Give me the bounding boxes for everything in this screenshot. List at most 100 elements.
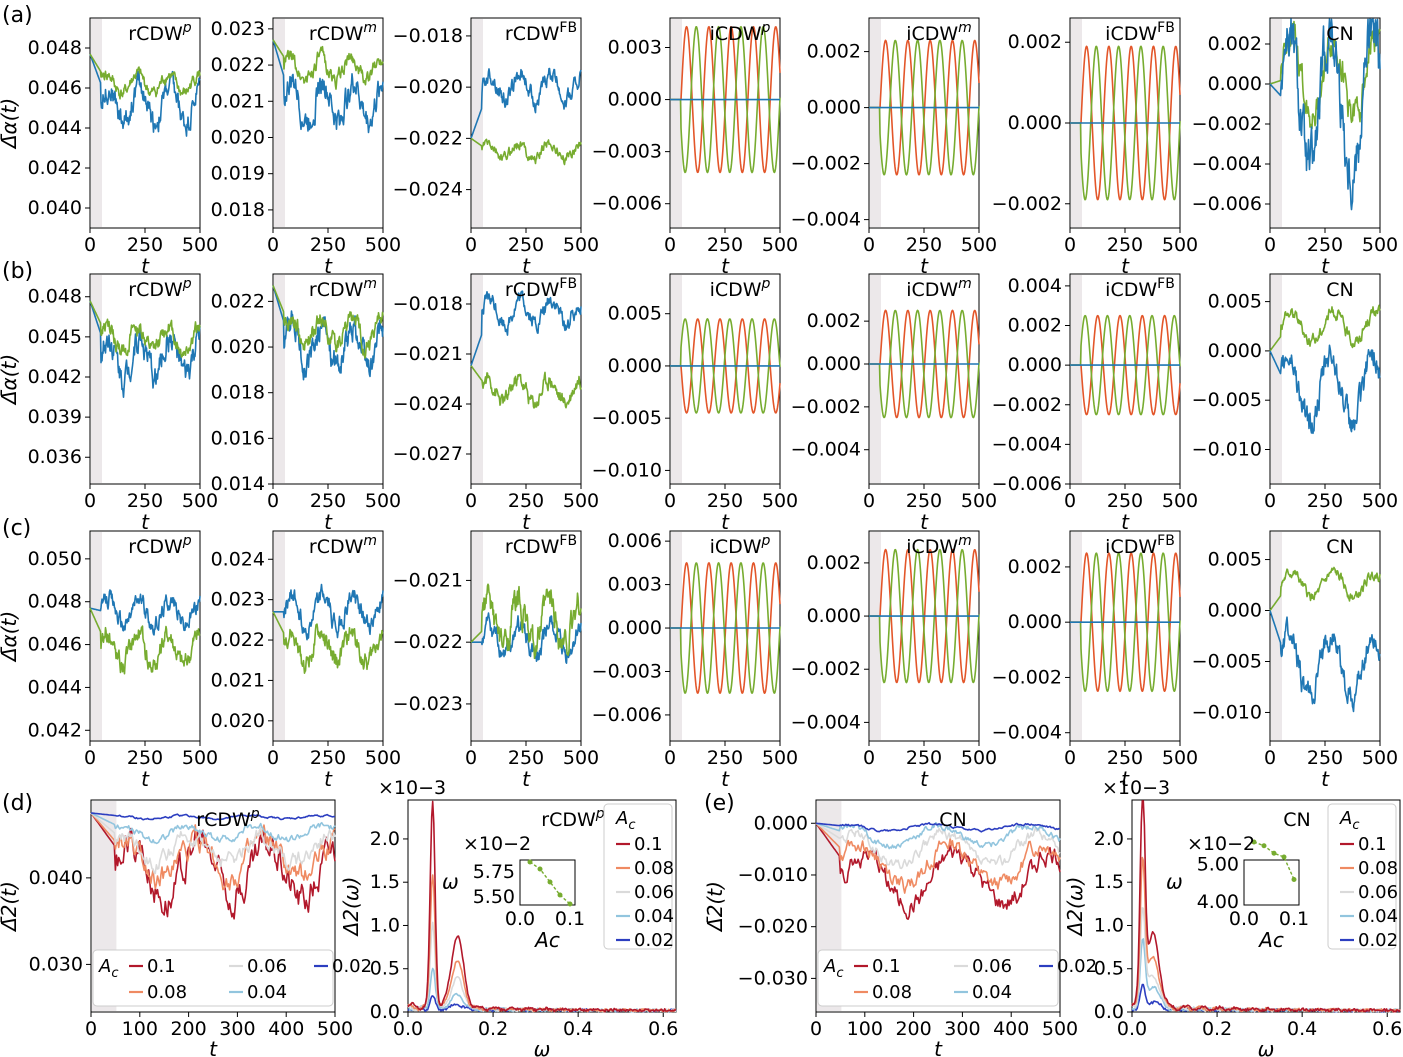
x-tick-label: 0.0 [393,1018,423,1040]
series-line-green [868,309,980,419]
series-line-green [470,583,582,660]
x-tick-label: 500 [1362,747,1398,769]
y-tick-label: 0.0 [370,1001,400,1023]
axes-frame [669,273,781,485]
series-line-blue [470,290,582,366]
legend-label: 0.1 [634,834,663,855]
legend-label: 0.1 [1358,834,1387,855]
y-tick-label: 0.000 [807,97,861,119]
x-axis-label: t [209,1037,218,1057]
legend-label: 0.02 [1358,930,1398,951]
x-tick-label: 500 [961,747,997,769]
x-tick-label: 400 [993,1018,1029,1040]
x-axis-label: t [934,1037,943,1057]
inset-frame [519,859,576,906]
y-tick-label: 0.046 [28,634,82,656]
chart-panel-b-12: −0.006 −0.004 −0.002 0.000 0.002 0.004 0 250 500… [992,273,1198,534]
legend-box [603,803,673,950]
series-line-0.06 [815,822,1061,870]
x-axis-label: ω [534,1037,551,1057]
y-tick-label: −0.004 [1192,153,1262,175]
y-tick-label: −0.024 [393,393,463,415]
pulse-shade [1271,275,1282,483]
x-tick-label: 500 [1362,490,1398,512]
panel-title: rCDWFB [505,533,577,558]
series-line-green [868,39,980,176]
y-tick-label: 0.002 [807,552,861,574]
chart-panel-b-11: −0.004 −0.002 0.000 0.002 0 250 500 iCDWm t [791,273,997,534]
series-line-green [1069,552,1181,693]
y-tick-label: −0.030 [738,967,808,989]
y-tick-label: −0.023 [393,693,463,715]
chart-panel-b-7: 0.036 0.039 0.042 0.045 0.048 0 250 500 rCDWp t Δ̄… [0,273,218,534]
y-tick-label: 0.000 [1008,611,1062,633]
x-tick-label: 0 [84,490,96,512]
series-line-green [89,300,201,358]
x-tick-label: 300 [219,1018,255,1040]
y-tick-label: −0.002 [992,666,1062,688]
y-tick-label: 0.000 [1208,73,1262,95]
y-tick-label: −0.010 [1192,701,1262,723]
inset-multiplier: ×10−2 [463,833,531,855]
y-tick-label: 0.050 [28,548,82,570]
inset-point [1281,854,1287,860]
y-tick-label: 0.023 [211,18,265,40]
legend-label: 0.06 [972,956,1012,977]
series-line-blue [272,583,384,641]
series-line-green [89,53,201,100]
y-tick-label: 0.022 [211,629,265,651]
y-tick-label: 0.000 [1008,354,1062,376]
inset-frame [1243,859,1300,906]
y-tick-label: 0.020 [211,336,265,358]
pulse-shade [671,532,682,740]
panel-title: rCDWp [128,20,192,45]
pulse-shade [472,275,483,483]
y-tick-label: 0.0 [1094,1001,1124,1023]
y-tick-label: 0.005 [1208,549,1262,571]
x-tick-label: 0.6 [648,1018,678,1040]
y-tick-label: 0.042 [28,366,82,388]
y-tick-label: −0.004 [992,433,1062,455]
y-tick-label: 0.048 [28,286,82,308]
panel-title: rCDWp [196,806,260,831]
y-multiplier: ×10−3 [378,777,446,799]
series-line-blue [1269,18,1381,211]
y-tick-label: 0.040 [28,197,82,219]
pulse-shade [870,275,881,483]
chart-panel-a-3: −0.006 −0.003 0.000 0.003 0 250 500 iCDWp t [592,17,798,278]
x-tick-label: 250 [707,747,743,769]
inset-point [1261,843,1267,849]
y-tick-label: 0.000 [1008,112,1062,134]
x-tick-label: 250 [1107,747,1143,769]
panel-title: iCDWm [906,533,972,558]
series-line-blue [1269,344,1381,435]
y-tick-label: 0.004 [1008,275,1062,297]
series-line-0.1 [90,812,336,920]
y-axis-label: Δ̄α(t) [0,354,21,406]
title-superscript: FB [559,533,577,549]
x-tick-label: 500 [762,490,798,512]
y-axis-label: Δ̄α(t) [0,98,21,150]
series-line-green [272,39,384,90]
x-tick-label: 250 [906,234,942,256]
x-tick-label: 250 [508,234,544,256]
x-tick-label: 0 [664,747,676,769]
x-tick-label: 500 [563,234,599,256]
panel-title: rCDWp [128,276,192,301]
legend-label: 0.06 [1358,882,1398,903]
chart-panel-a-6: −0.006 −0.004 −0.002 0.000 0.002 0 250 500 CN t [1192,17,1398,278]
x-tick-label: 200 [895,1018,931,1040]
x-tick-label: 0.4 [563,1018,593,1040]
inset-xlabel: Ac [533,928,560,952]
y-tick-label: 0.030 [29,953,83,975]
y-tick-label: 0.002 [1008,315,1062,337]
x-tick-label: 0 [267,490,279,512]
y-tick-label: 0.000 [1208,340,1262,362]
y-tick-label: 0.044 [28,676,82,698]
inset-y-tick: 5.50 [473,886,515,908]
y-tick-label: −0.004 [992,722,1062,744]
y-tick-label: 0.000 [608,617,662,639]
x-tick-label: 500 [365,234,401,256]
y-tick-label: 0.018 [211,199,265,221]
